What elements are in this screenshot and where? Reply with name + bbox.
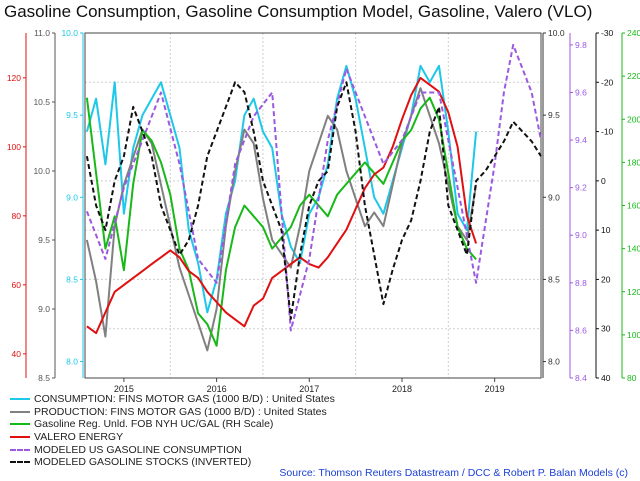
legend-item: CONSUMPTION: FINS MOTOR GAS (1000 B/D) :… xyxy=(10,393,335,406)
valero-axis-label: 120 xyxy=(7,73,21,83)
legend-label: MODELED GASOLINE STOCKS (INVERTED) xyxy=(34,456,252,469)
model_consumption_purple-axis-label: 9.4 xyxy=(575,135,587,145)
model_consumption_purple-axis-label: 9.6 xyxy=(575,87,587,97)
model_consumption_purple-axis-label: 9.2 xyxy=(575,183,587,193)
series-line-3 xyxy=(86,76,478,335)
production-axis-label: 9.5 xyxy=(38,235,50,245)
production-axis-label: 8.5 xyxy=(38,373,50,383)
model_consumption-axis-label: 8.5 xyxy=(548,274,560,284)
model_consumption_purple-axis-label: 8.8 xyxy=(575,278,587,288)
legend-item: MODELED US GASOLINE CONSUMPTION xyxy=(10,443,335,456)
gasoline_price-axis-label: 100 xyxy=(627,330,640,340)
legend-label: VALERO ENERGY xyxy=(34,431,124,444)
model_consumption-axis-label: 10.0 xyxy=(548,28,565,38)
plot-frame xyxy=(84,32,542,379)
legend-swatch xyxy=(10,448,30,451)
x-tick-label: 2019 xyxy=(485,384,505,394)
legend-item: PRODUCTION: FINS MOTOR GAS (1000 B/D) : … xyxy=(10,406,335,419)
model_consumption-axis-label: 9.5 xyxy=(548,110,560,120)
series-line-1 xyxy=(85,87,478,352)
consumption-axis-label: 8.0 xyxy=(66,357,78,367)
valero-axis-label: 40 xyxy=(12,349,22,359)
production-axis-label: 10.5 xyxy=(33,97,50,107)
gasoline_price-axis-label: 180 xyxy=(627,157,640,167)
chart-axes: 2015 2016 2017 2018 20194060801001208.59.09.… xyxy=(7,28,640,394)
stocks_inverted-axis-label: -20 xyxy=(601,77,614,87)
gasoline_price-axis-label: 160 xyxy=(627,201,640,211)
legend-swatch xyxy=(10,410,30,413)
legend-label: CONSUMPTION: FINS MOTOR GAS (1000 B/D) :… xyxy=(34,393,335,406)
stocks_inverted-axis-label: 0 xyxy=(601,176,606,186)
legend-item: VALERO ENERGY xyxy=(10,431,335,444)
stocks_inverted-axis-label: -30 xyxy=(601,28,614,38)
legend-item: Gasoline Reg. Unld. FOB NYH UC/GAL (RH S… xyxy=(10,418,335,431)
chart-source: Source: Thomson Reuters Datastream / DCC… xyxy=(279,467,628,479)
stocks_inverted-axis-label: 30 xyxy=(601,324,611,334)
valero-axis-label: 80 xyxy=(12,211,22,221)
legend-swatch xyxy=(10,423,30,426)
x-tick-label: 2017 xyxy=(299,384,319,394)
stocks_inverted-axis-label: 20 xyxy=(601,274,611,284)
gasoline_price-axis-label: 220 xyxy=(627,71,640,81)
x-tick-label: 2018 xyxy=(392,384,412,394)
series-line-4 xyxy=(85,43,542,332)
legend-label: MODELED US GASOLINE CONSUMPTION xyxy=(34,443,242,456)
chart-title: Gasoline Consumption, Gasoline Consumpti… xyxy=(4,2,593,21)
chart-legend: CONSUMPTION: FINS MOTOR GAS (1000 B/D) :… xyxy=(10,393,335,469)
model_consumption_purple-axis-label: 9.8 xyxy=(575,40,587,50)
chart-series xyxy=(85,43,542,352)
gasoline_price-axis-label: 140 xyxy=(627,244,640,254)
consumption-axis-label: 9.5 xyxy=(66,110,78,120)
consumption-axis-label: 8.5 xyxy=(66,274,78,284)
gasoline_price-axis-label: 80 xyxy=(627,373,637,383)
model_consumption_purple-axis-label: 9.0 xyxy=(575,230,587,240)
stocks_inverted-axis-label: 10 xyxy=(601,225,611,235)
legend-label: Gasoline Reg. Unld. FOB NYH UC/GAL (RH S… xyxy=(34,418,274,431)
valero-axis-label: 60 xyxy=(12,280,22,290)
model_consumption-axis-label: 9.0 xyxy=(548,192,560,202)
production-axis-label: 11.0 xyxy=(34,28,50,38)
x-tick-label: 2015 xyxy=(114,384,134,394)
stocks_inverted-axis-label: -10 xyxy=(601,127,614,137)
legend-swatch xyxy=(10,461,30,464)
model_consumption_purple-axis-label: 8.6 xyxy=(575,325,587,335)
valero-axis-label: 100 xyxy=(7,142,21,152)
series-line-5 xyxy=(85,81,542,320)
model_consumption-axis-label: 8.0 xyxy=(548,357,560,367)
gasoline_price-axis-label: 200 xyxy=(627,114,640,124)
consumption-axis-label: 10.0 xyxy=(61,28,78,38)
gasoline_price-axis-label: 120 xyxy=(627,287,640,297)
legend-item: MODELED GASOLINE STOCKS (INVERTED) xyxy=(10,456,335,469)
model_consumption_purple-axis-label: 8.4 xyxy=(575,373,587,383)
stocks_inverted-axis-label: 40 xyxy=(601,373,611,383)
legend-swatch xyxy=(10,398,30,401)
consumption-axis-label: 9.0 xyxy=(66,192,78,202)
production-axis-label: 10.0 xyxy=(33,166,50,176)
gasoline_price-axis-label: 240 xyxy=(627,28,640,38)
x-tick-label: 2016 xyxy=(207,384,227,394)
production-axis-label: 9.0 xyxy=(38,304,50,314)
legend-label: PRODUCTION: FINS MOTOR GAS (1000 B/D) : … xyxy=(34,405,327,418)
legend-swatch xyxy=(10,436,30,439)
